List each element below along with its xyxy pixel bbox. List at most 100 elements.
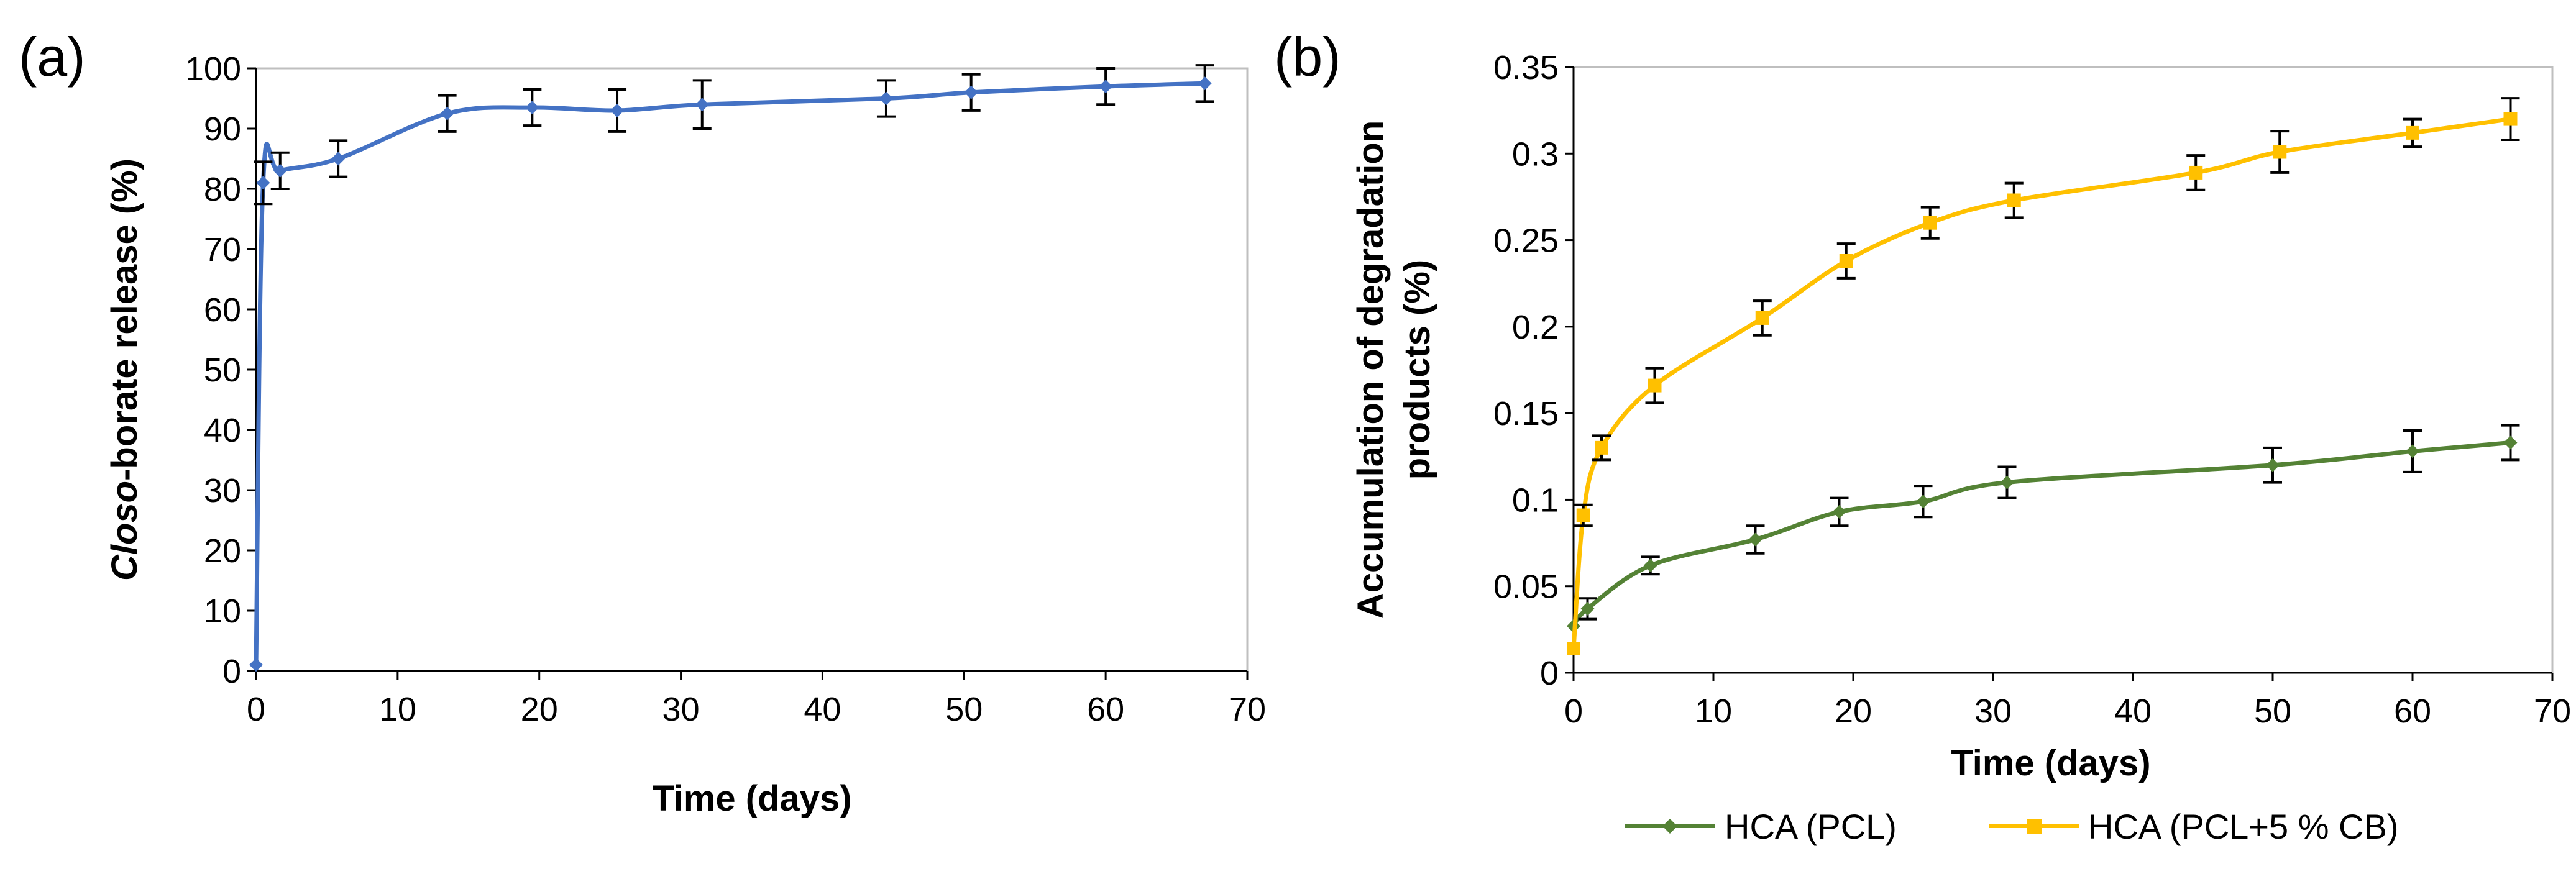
legend-label-hca-pcl-cb: HCA (PCL+5 % CB) bbox=[2088, 807, 2399, 846]
y-axis-title-b-line1: Accumulation of degradation bbox=[1350, 121, 1391, 619]
data-point bbox=[1832, 504, 1846, 519]
data-point bbox=[964, 85, 978, 99]
y-tick-label: 90 bbox=[204, 111, 241, 148]
x-tick-label: 60 bbox=[2394, 693, 2431, 730]
y-tick-label: 30 bbox=[204, 472, 241, 509]
y-tick-label: 0 bbox=[222, 653, 241, 690]
y-tick-label: 40 bbox=[204, 412, 241, 449]
x-axis-title-b: Time (days) bbox=[1951, 743, 2150, 783]
data-point bbox=[1648, 378, 1662, 393]
legend-label-hca-pcl: HCA (PCL) bbox=[1725, 807, 1897, 846]
legend-marker-yellow bbox=[2027, 819, 2042, 834]
data-point bbox=[256, 176, 270, 190]
y-tick-labels-a: 0 10 20 30 40 50 60 70 80 90 100 bbox=[185, 50, 241, 690]
x-tick-label: 50 bbox=[945, 691, 983, 728]
data-point bbox=[525, 101, 539, 115]
y-tick-label: 0.1 bbox=[1512, 481, 1559, 519]
data-point bbox=[2503, 112, 2518, 126]
x-tick-label: 10 bbox=[379, 691, 416, 728]
data-point bbox=[2273, 145, 2287, 159]
series-a bbox=[249, 64, 1214, 672]
data-point bbox=[1595, 440, 1608, 455]
series-line-a-0 bbox=[254, 81, 1205, 665]
data-point bbox=[2406, 444, 2419, 458]
y-tick-label: 10 bbox=[204, 593, 241, 630]
y-tick-label: 20 bbox=[204, 532, 241, 570]
data-point bbox=[2007, 193, 2021, 207]
data-point bbox=[440, 106, 454, 121]
x-tick-labels-b: 0 10 20 30 40 50 60 70 bbox=[1564, 693, 2571, 730]
x-tick-label: 30 bbox=[662, 691, 700, 728]
y-tick-label: 80 bbox=[204, 171, 241, 208]
data-point bbox=[1643, 558, 1657, 573]
y-tick-labels-b: 0 0.05 0.1 0.15 0.2 0.25 0.3 0.35 bbox=[1493, 49, 1559, 692]
data-point bbox=[2266, 458, 2280, 472]
data-point bbox=[2189, 165, 2203, 180]
legend-item-hca-pcl-cb: HCA (PCL+5 % CB) bbox=[1989, 807, 2399, 846]
legend-b: HCA (PCL) HCA (PCL+5 % CB) bbox=[1625, 807, 2399, 846]
data-point bbox=[1099, 80, 1113, 94]
data-point bbox=[1916, 494, 1930, 509]
data-point bbox=[2406, 125, 2419, 140]
x-tick-label: 20 bbox=[521, 691, 558, 728]
data-point bbox=[1839, 254, 1853, 268]
data-point bbox=[273, 163, 287, 178]
axes-a bbox=[247, 67, 1249, 680]
data-point bbox=[2503, 435, 2518, 450]
y-axis-title-a-rest: -borate release (%) bbox=[104, 158, 145, 481]
y-tick-label: 100 bbox=[185, 50, 241, 88]
y-axis-title-b-line2: products (%) bbox=[1397, 260, 1437, 480]
x-tick-label: 50 bbox=[2254, 693, 2291, 730]
panel-a: (a) 0 10 20 30 40 50 60 70 80 90 100 0 10 20 30 40 50 60… bbox=[19, 26, 1266, 819]
panel-label-b: (b) bbox=[1274, 26, 1341, 88]
data-point bbox=[1198, 76, 1212, 91]
x-tick-label: 0 bbox=[247, 691, 265, 728]
x-tick-label: 40 bbox=[2114, 693, 2152, 730]
y-tick-label: 0.35 bbox=[1493, 49, 1559, 86]
x-tick-labels-a: 0 10 20 30 40 50 60 70 bbox=[247, 691, 1266, 728]
x-tick-label: 10 bbox=[1695, 693, 1732, 730]
data-point bbox=[1576, 508, 1590, 522]
data-point bbox=[2000, 475, 2014, 490]
data-point bbox=[1923, 216, 1937, 230]
data-point bbox=[1580, 601, 1595, 616]
y-tick-label: 0.3 bbox=[1512, 135, 1559, 173]
x-tick-label: 0 bbox=[1564, 693, 1583, 730]
x-tick-label: 30 bbox=[1974, 693, 2012, 730]
x-axis-title-a: Time (days) bbox=[652, 778, 851, 819]
y-tick-label: 60 bbox=[204, 291, 241, 329]
panel-label-a: (a) bbox=[19, 26, 86, 88]
series-line-b-1 bbox=[1571, 117, 2511, 649]
series-line-b-0 bbox=[1572, 440, 2511, 627]
y-tick-label: 70 bbox=[204, 231, 241, 268]
y-tick-label: 0.15 bbox=[1493, 395, 1559, 432]
y-tick-label: 0.05 bbox=[1493, 568, 1559, 606]
series-b bbox=[1567, 97, 2520, 655]
y-tick-label: 0 bbox=[1540, 655, 1559, 692]
x-tick-label: 60 bbox=[1087, 691, 1124, 728]
axes-b bbox=[1565, 66, 2554, 681]
y-axis-title-a: Closo-borate release (%) bbox=[104, 158, 145, 581]
panel-b: (b) 0 0.05 0.1 0.15 0.2 0.25 0.3 0.35 0 10 20 30 40… bbox=[1274, 26, 2571, 846]
legend-item-hca-pcl: HCA (PCL) bbox=[1625, 807, 1897, 846]
data-point bbox=[331, 152, 346, 166]
y-tick-label: 0.2 bbox=[1512, 309, 1559, 346]
x-tick-label: 70 bbox=[1229, 691, 1266, 728]
y-axis-title-a-italic: Closo bbox=[104, 481, 145, 581]
data-point bbox=[610, 103, 625, 117]
x-tick-label: 20 bbox=[1835, 693, 1872, 730]
data-point bbox=[695, 98, 709, 112]
x-tick-label: 70 bbox=[2534, 693, 2571, 730]
y-tick-label: 0.25 bbox=[1493, 222, 1559, 260]
data-point bbox=[879, 91, 893, 106]
y-tick-label: 50 bbox=[204, 352, 241, 389]
plot-area-b bbox=[1572, 66, 2554, 674]
legend-marker-green bbox=[1662, 819, 1677, 834]
x-tick-label: 40 bbox=[804, 691, 841, 728]
data-point bbox=[1567, 642, 1580, 655]
data-point bbox=[249, 658, 263, 672]
data-point bbox=[1755, 311, 1769, 325]
plot-area-a bbox=[255, 67, 1249, 672]
data-point bbox=[1748, 532, 1762, 547]
